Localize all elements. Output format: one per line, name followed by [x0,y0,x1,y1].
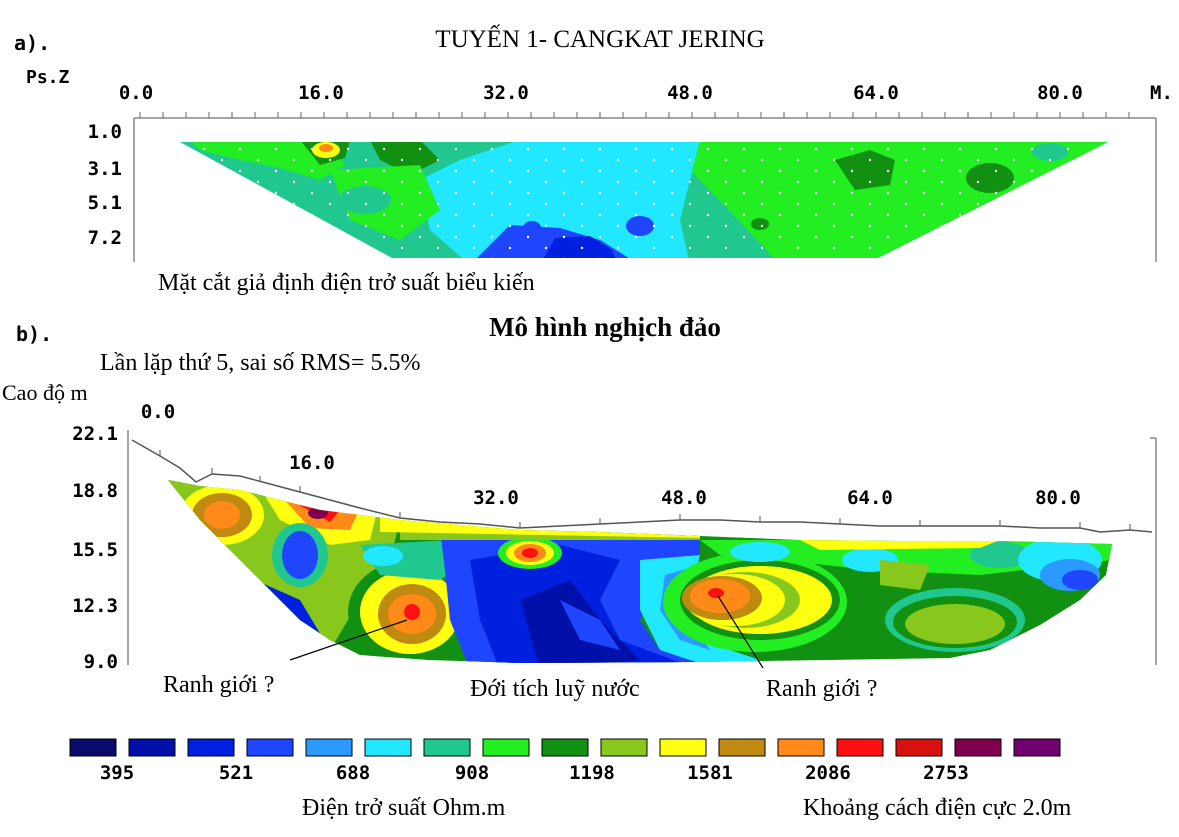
panel-b-subtitle: Lần lặp thứ 5, sai số RMS= 5.5% [100,350,421,376]
panel-a-title: TUYẾN 1- CANGKAT JERING [435,24,764,53]
annotation-boundary-left: Ranh giới ? [163,672,274,698]
legend-swatch [305,738,353,757]
panel-b-y-tick: 22.1 [72,423,118,445]
annotation-aquifer-zone: Đới tích luỹ nước [470,676,640,702]
legend-swatch [954,738,1002,757]
panel-b-letter: b). [16,322,52,346]
legend-swatch [836,738,884,757]
panel-a-y-tick: 5.1 [88,192,122,214]
apparent-resistivity-pseudosection [180,142,1108,258]
panel-a-y-axis-label: Ps.Z [26,67,70,88]
legend-value: 1198 [569,762,615,784]
panel-b-x-tick: 48.0 [661,487,707,509]
legend-value: 908 [455,762,489,784]
legend-caption-resistivity: Điện trở suất Ohm.m [302,795,506,821]
panel-a-x-tick: 48.0 [667,82,713,104]
panel-a-y-tick: 1.0 [88,121,122,143]
panel-a-y-tick: 7.2 [88,227,122,249]
panel-b-y-tick: 9.0 [84,651,118,673]
panel-b-y-tick: 18.8 [72,480,118,502]
legend-swatch [128,738,176,757]
annotation-boundary-right: Ranh giới ? [766,676,877,702]
legend-swatch [246,738,294,757]
legend-swatch [364,738,412,757]
legend-swatch [1013,738,1061,757]
legend-swatch [659,738,707,757]
annotation-arrows [289,595,764,669]
legend-swatch [777,738,825,757]
legend-value: 2753 [923,762,969,784]
legend-swatch [69,738,117,757]
panel-b-x-tick: 0.0 [141,401,175,423]
color-scale-legend [69,738,1061,757]
legend-swatch [423,738,471,757]
panel-a-caption: Mặt cắt giả định điện trở suất biểu kiến [158,270,535,296]
legend-value: 395 [100,762,134,784]
electrode-ticks [159,450,1131,530]
panel-b-frame [127,430,1157,665]
inverse-resistivity-model [168,480,1112,663]
legend-swatch [482,738,530,757]
legend-swatch [718,738,766,757]
panel-a-x-tick-labels: 0.0 16.0 32.0 48.0 64.0 80.0 [119,82,1083,104]
panel-a-x-tick: 64.0 [853,82,899,104]
panel-a-x-unit: M. [1150,82,1173,104]
legend-value-labels: 395 521 688 908 1198 1581 2086 2753 [100,762,969,784]
panel-b-y-tick-labels: 22.1 18.8 15.5 12.3 9.0 [72,423,118,673]
legend-value: 688 [336,762,370,784]
legend-swatch [895,738,943,757]
panel-a-y-tick: 3.1 [88,158,122,180]
panel-a-frame [133,112,1157,262]
panel-a-letter: a). [14,31,50,55]
panel-b-y-tick: 12.3 [72,595,118,617]
legend-swatch [187,738,235,757]
legend-value: 521 [219,762,253,784]
panel-a-y-tick-labels: 1.0 3.1 5.1 7.2 [88,121,122,249]
panel-b-y-axis-label: Cao độ m [2,380,88,405]
panel-a-x-tick: 16.0 [298,82,344,104]
legend-value: 2086 [805,762,851,784]
panel-a-x-tick: 0.0 [119,82,153,104]
panel-b-title: Mô hình nghịch đảo [489,312,721,342]
panel-b-x-tick: 16.0 [289,452,335,474]
legend-caption-electrode-spacing: Khoảng cách điện cực 2.0m [803,795,1072,821]
panel-b-x-tick: 32.0 [473,487,519,509]
panel-a-x-tick: 32.0 [483,82,529,104]
panel-b-x-tick-labels: 0.0 16.0 32.0 48.0 64.0 80.0 [141,401,1081,509]
panel-b-x-tick: 80.0 [1035,487,1081,509]
panel-a-x-tick: 80.0 [1037,82,1083,104]
panel-b-x-tick: 64.0 [847,487,893,509]
legend-swatch [600,738,648,757]
legend-value: 1581 [687,762,733,784]
panel-b-y-tick: 15.5 [72,539,118,561]
legend-swatch [541,738,589,757]
